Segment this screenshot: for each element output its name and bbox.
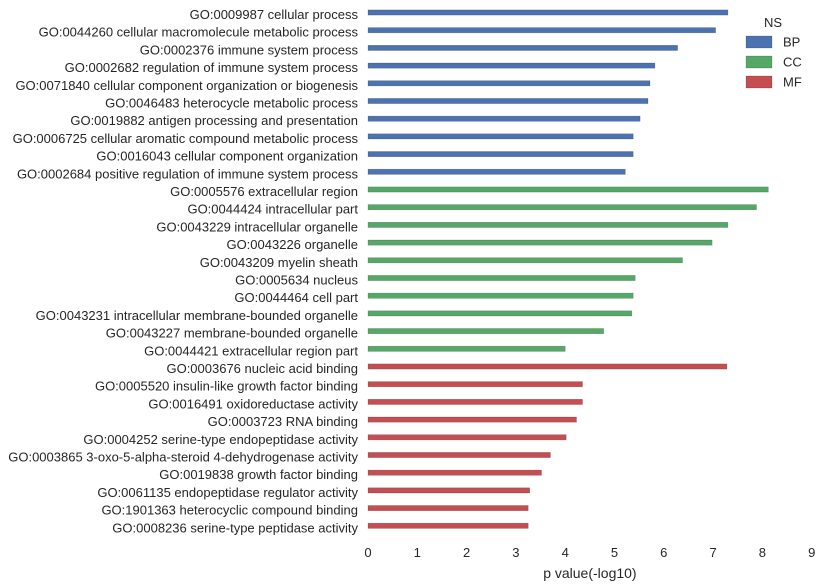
legend-swatch-cc [745,55,773,69]
category-label: GO:0004252 serine-type endopeptidase act… [83,432,358,447]
bar-mf [367,398,583,405]
bar-bp [367,115,641,122]
category-label: GO:0008236 serine-type peptidase activit… [112,520,358,535]
category-label: GO:0016043 cellular component organizati… [96,149,358,164]
legend-swatch-bp [745,35,773,49]
category-label: GO:0003676 nucleic acid binding [166,361,358,376]
category-label: GO:0043229 intracellular organelle [156,219,358,234]
legend-label-cc: CC [783,55,802,70]
category-label: GO:0043231 intracellular membrane-bounde… [36,308,358,323]
category-label: GO:0006725 cellular aromatic compound me… [13,131,359,146]
category-label: GO:0005520 insulin-like growth factor bi… [95,379,358,394]
bar-cc [367,310,633,317]
legend-label-mf: MF [783,75,802,90]
category-label: GO:0002376 immune system process [140,42,359,57]
category-label: GO:0019838 growth factor binding [159,467,358,482]
x-tick-label: 4 [562,545,569,560]
bar-mf [367,469,542,476]
bar-mf [367,381,583,388]
bar-bp [367,151,634,157]
legend: NS BP CC MF [745,15,802,90]
category-label: GO:0044424 intracellular part [187,202,358,217]
x-tick-label: 5 [611,545,618,560]
bar-bp [367,62,656,69]
category-label: GO:1901363 heterocyclic compound binding [101,503,358,518]
category-label: GO:0071840 cellular component organizati… [15,78,358,93]
bar-cc [367,239,713,246]
bar-mf [367,434,567,441]
legend-label-bp: BP [783,35,800,50]
bar-mf [367,416,577,423]
category-label: GO:0002684 positive regulation of immune… [17,166,359,181]
bar-cc [367,186,769,193]
x-tick-label: 9 [808,545,815,560]
bar-bp [367,44,678,51]
legend-swatch-mf [745,75,773,89]
bar-bp [367,27,716,34]
category-label: GO:0003865 3-oxo-5-alpha-steroid 4-dehyd… [8,450,358,465]
bar-cc [367,345,566,352]
bar-mf [367,363,728,370]
bar-bp [367,80,651,87]
x-tick-label: 2 [463,545,470,560]
x-tick-label: 0 [364,545,371,560]
category-label: GO:0044260 cellular macromolecule metabo… [39,25,359,40]
category-label: GO:0046483 heterocycle metabolic process [105,96,358,111]
bar-cc [367,328,604,334]
category-label: GO:0043226 organelle [226,237,358,252]
x-tick-label: 3 [512,545,519,560]
category-label: GO:0043209 myelin sheath [200,255,358,270]
legend-items: BP CC MF [745,35,802,90]
x-tick-label: 1 [414,545,421,560]
bar-mf [367,522,529,529]
bar-cc [367,204,757,211]
x-axis-ticks: 0 1 2 3 4 5 6 7 8 9 [364,545,815,560]
legend-title: NS [764,15,782,30]
category-label: GO:0061135 endopeptidase regulator activ… [97,485,358,500]
bar-bp [367,133,634,140]
category-label: GO:0044464 cell part [234,290,358,305]
bar-group [367,9,769,529]
category-label: GO:0002682 regulation of immune system p… [65,60,359,75]
category-label: GO:0019882 antigen processing and presen… [70,113,358,128]
category-label: GO:0003723 RNA binding [208,414,358,429]
bar-cc [367,222,729,228]
category-label: GO:0005576 extracellular region [170,184,358,199]
x-tick-label: 7 [709,545,716,560]
bar-cc [367,292,634,299]
bar-mf [367,505,529,511]
bar-cc [367,257,683,264]
x-axis-title: p value(-log10) [543,565,636,581]
bar-cc [367,275,636,281]
category-label: GO:0043227 membrane-bounded organelle [106,326,358,341]
category-label: GO:0009987 cellular process [190,7,359,22]
category-label: GO:0044421 extracellular region part [144,343,358,358]
bar-mf [367,452,551,458]
bar-bp [367,98,649,104]
x-tick-label: 8 [759,545,766,560]
bar-mf [367,487,530,494]
category-label: GO:0005634 nucleus [235,273,358,288]
category-labels: GO:0009987 cellular process GO:0044260 ce… [8,7,358,535]
category-label: GO:0016491 oxidoreductase activity [148,396,358,411]
x-tick-label: 6 [660,545,667,560]
bar-bp [367,9,729,16]
bar-bp [367,168,626,175]
